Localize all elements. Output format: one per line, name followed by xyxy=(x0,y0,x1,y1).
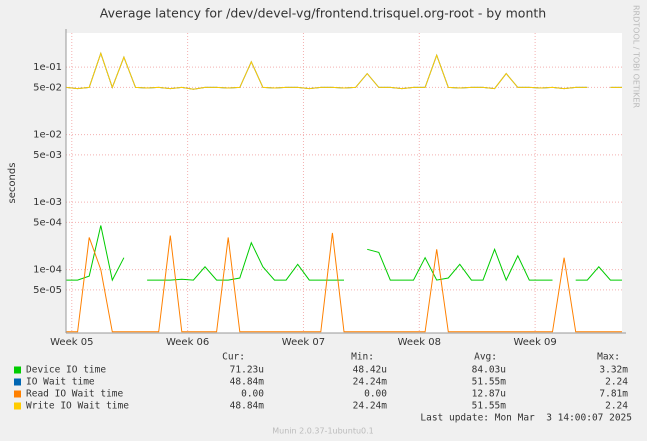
x-tick-label: Week 06 xyxy=(166,337,209,348)
stat-header: Max: xyxy=(597,352,620,363)
y-tick-label: 1e-02 xyxy=(33,130,62,141)
legend-swatch xyxy=(14,390,21,398)
legend-swatch xyxy=(14,366,21,374)
series-line xyxy=(147,241,344,281)
stat-header: Cur: xyxy=(222,352,245,363)
x-tick-label: Week 05 xyxy=(50,337,93,348)
legend-stat: 24.24m xyxy=(353,401,388,412)
side-text: RRDTOOL / TOBI OETIKER xyxy=(632,5,641,108)
x-tick-label: Week 09 xyxy=(513,337,556,348)
legend-stat: 0.00 xyxy=(241,389,264,400)
y-tick-label: 1e-03 xyxy=(33,197,62,208)
series-line xyxy=(575,266,622,281)
y-tick-label: 5e-05 xyxy=(33,285,62,296)
legend-stat: 2.24 xyxy=(605,377,628,388)
legend-stat: 3.32m xyxy=(599,365,628,376)
y-tick-label: 1e-04 xyxy=(33,265,62,276)
legend-stat: 84.03u xyxy=(472,365,506,376)
legend-label: Device IO time xyxy=(26,365,106,376)
stat-header: Min: xyxy=(351,352,374,363)
series-line xyxy=(66,225,125,282)
y-tick-label: 1e-01 xyxy=(33,62,62,73)
plot-area xyxy=(66,33,622,333)
y-tick-label: 5e-02 xyxy=(33,82,62,93)
y-axis-label: seconds xyxy=(7,163,18,204)
legend-label: Read IO Wait time xyxy=(26,389,124,400)
legend-label: Write IO Wait time xyxy=(26,401,129,412)
series-line xyxy=(66,51,588,90)
last-update: Last update: Mon Mar 3 14:00:07 2025 xyxy=(420,413,632,424)
legend-stat: 51.55m xyxy=(472,377,507,388)
legend-swatch xyxy=(14,402,21,410)
series-line xyxy=(66,232,622,333)
legend-stat: 71.23u xyxy=(230,365,264,376)
x-tick-label: Week 07 xyxy=(282,337,325,348)
legend-stat: 48.84m xyxy=(230,401,265,412)
legend-stat: 51.55m xyxy=(472,401,507,412)
y-tick-label: 5e-03 xyxy=(33,150,62,161)
legend-stat: 7.81m xyxy=(599,389,628,400)
y-tick-label: 5e-04 xyxy=(33,217,62,228)
legend-swatch xyxy=(14,378,21,386)
series-line xyxy=(367,247,553,282)
x-tick-label: Week 08 xyxy=(398,337,441,348)
legend-stat: 24.24m xyxy=(353,377,388,388)
chart-title: Average latency for /dev/devel-vg/fronte… xyxy=(100,6,546,21)
legend-stat: 2.24 xyxy=(605,401,628,412)
footer: Munin 2.0.37-1ubuntu0.1 xyxy=(272,427,374,436)
legend-stat: 12.87u xyxy=(472,389,506,400)
legend-stat: 0.00 xyxy=(364,389,387,400)
legend-stat: 48.84m xyxy=(230,377,265,388)
legend-stat: 48.42u xyxy=(353,365,387,376)
legend-label: IO Wait time xyxy=(26,377,95,388)
stat-header: Avg: xyxy=(474,352,497,363)
